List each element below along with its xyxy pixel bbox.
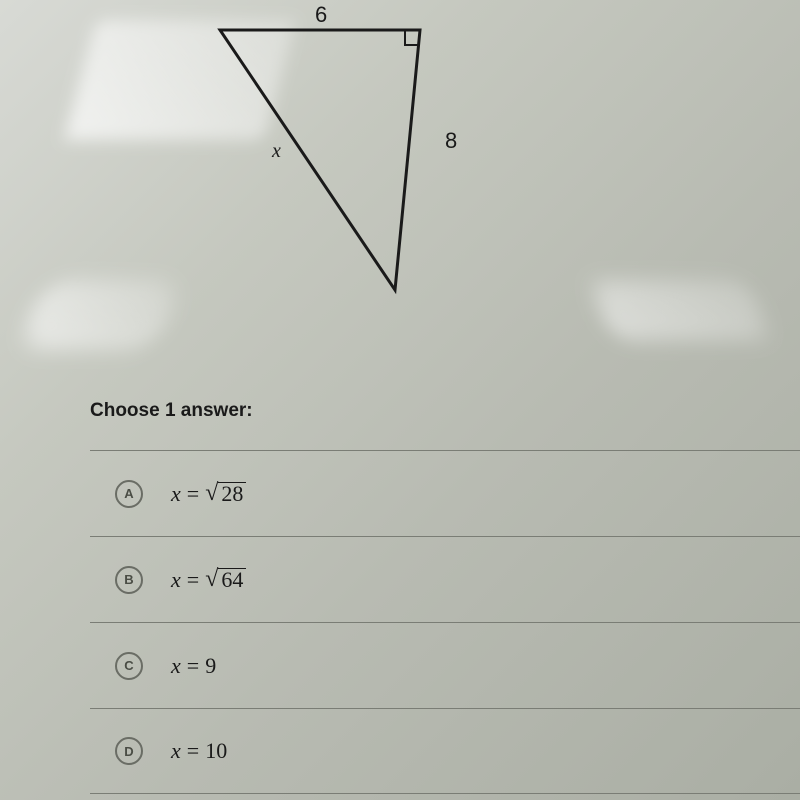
choice-letter-circle: D (115, 737, 143, 765)
plain-value: 10 (205, 738, 227, 764)
equals-sign: = (187, 481, 199, 507)
answer-choice-d[interactable]: D x = 10 (90, 708, 800, 794)
choice-letter-circle: C (115, 652, 143, 680)
sqrt-expression: √ 28 (205, 482, 246, 505)
sqrt-symbol: √ (205, 482, 218, 504)
answer-choice-b[interactable]: B x = √ 64 (90, 536, 800, 622)
answer-choice-c[interactable]: C x = 9 (90, 622, 800, 708)
answer-math-b: x = √ 64 (171, 567, 246, 593)
top-side-label: 6 (315, 2, 327, 28)
variable: x (171, 567, 181, 593)
variable: x (171, 481, 181, 507)
answer-choice-a[interactable]: A x = √ 28 (90, 450, 800, 536)
right-side-label: 8 (445, 128, 457, 154)
triangle-polygon (220, 30, 420, 290)
sqrt-argument: 64 (218, 568, 246, 591)
plain-value: 9 (205, 653, 216, 679)
answers-container: A x = √ 28 B x = √ 64 C x = 9 D (90, 450, 800, 794)
equals-sign: = (187, 738, 199, 764)
equals-sign: = (187, 567, 199, 593)
glare-artifact (589, 280, 771, 340)
answer-math-a: x = √ 28 (171, 481, 246, 507)
triangle-svg (180, 10, 500, 310)
glare-artifact (17, 280, 182, 350)
sqrt-symbol: √ (205, 568, 218, 590)
choice-letter-circle: B (115, 566, 143, 594)
sqrt-argument: 28 (218, 482, 246, 505)
choice-letter-circle: A (115, 480, 143, 508)
answer-math-c: x = 9 (171, 653, 216, 679)
answer-math-d: x = 10 (171, 738, 227, 764)
variable: x (171, 653, 181, 679)
hypotenuse-label: x (272, 140, 281, 163)
equals-sign: = (187, 653, 199, 679)
variable: x (171, 738, 181, 764)
prompt-text: Choose 1 answer: (90, 400, 253, 422)
triangle-figure: 6 x 8 (180, 10, 500, 300)
sqrt-expression: √ 64 (205, 568, 246, 591)
